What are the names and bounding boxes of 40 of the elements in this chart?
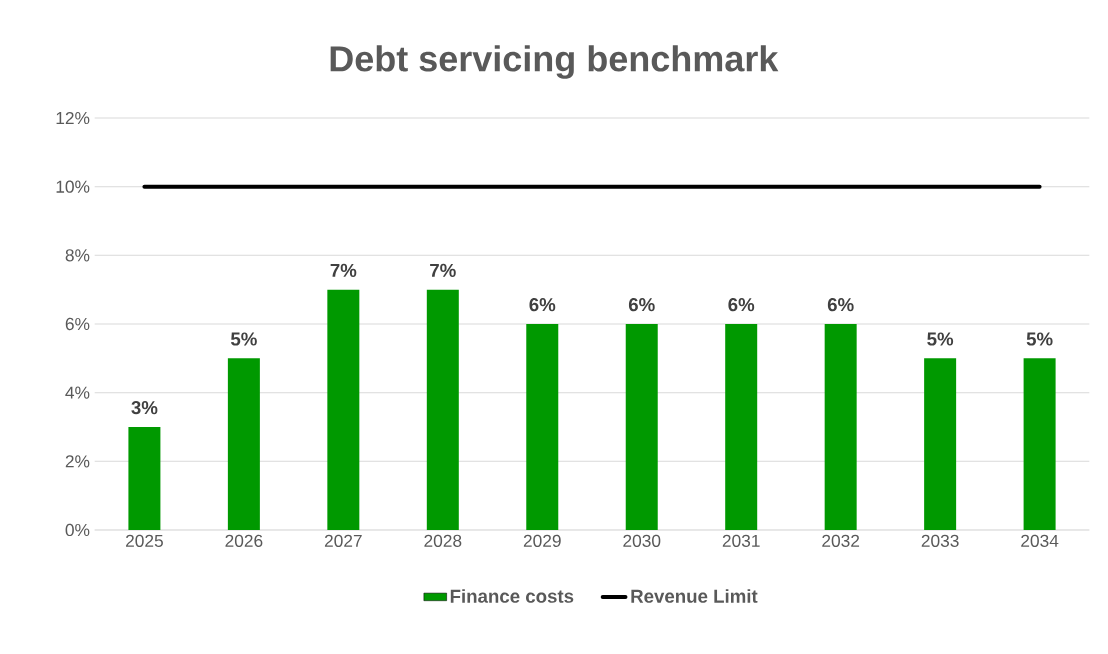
y-tick-label: 2% xyxy=(65,455,90,468)
data-label: 6% xyxy=(728,298,755,312)
legend-label: Finance costs xyxy=(450,589,574,603)
y-tick-label: 12% xyxy=(56,111,90,125)
y-tick-label: 10% xyxy=(56,180,90,193)
x-tick-label: 2027 xyxy=(324,534,362,547)
data-label: 6% xyxy=(628,298,655,312)
data-label: 5% xyxy=(927,332,954,346)
x-tick-label: 2029 xyxy=(523,534,561,547)
y-tick-label: 6% xyxy=(65,317,90,331)
data-label: 7% xyxy=(330,263,357,277)
x-tick-label: 2032 xyxy=(822,534,860,547)
bar xyxy=(725,323,758,530)
bar xyxy=(526,323,559,530)
bar xyxy=(128,426,161,530)
data-label: 6% xyxy=(827,298,854,312)
x-tick-label: 2026 xyxy=(225,534,263,547)
x-tick-label: 2028 xyxy=(424,534,462,547)
data-label: 6% xyxy=(529,298,556,312)
bar xyxy=(327,289,360,530)
y-tick-label: 8% xyxy=(65,249,90,262)
x-tick-label: 2031 xyxy=(722,534,760,547)
bar xyxy=(227,358,260,530)
data-label: 5% xyxy=(230,332,257,346)
bar xyxy=(924,358,957,530)
x-tick-label: 2030 xyxy=(623,534,661,547)
y-tick-label: 0% xyxy=(65,523,90,537)
x-tick-label: 2025 xyxy=(126,534,163,547)
legend-label: Revenue Limit xyxy=(631,589,758,603)
data-label: 5% xyxy=(1026,332,1053,346)
x-tick-label: 2033 xyxy=(921,534,959,547)
chart-title: Debt servicing benchmark xyxy=(330,45,779,79)
x-tick-label: 2034 xyxy=(1021,534,1059,547)
bar xyxy=(426,289,459,530)
data-label: 7% xyxy=(430,263,456,277)
bar xyxy=(1023,358,1056,530)
data-label: 3% xyxy=(131,401,158,415)
bar xyxy=(824,323,857,530)
y-tick-label: 4% xyxy=(65,386,90,399)
bar xyxy=(625,323,658,530)
